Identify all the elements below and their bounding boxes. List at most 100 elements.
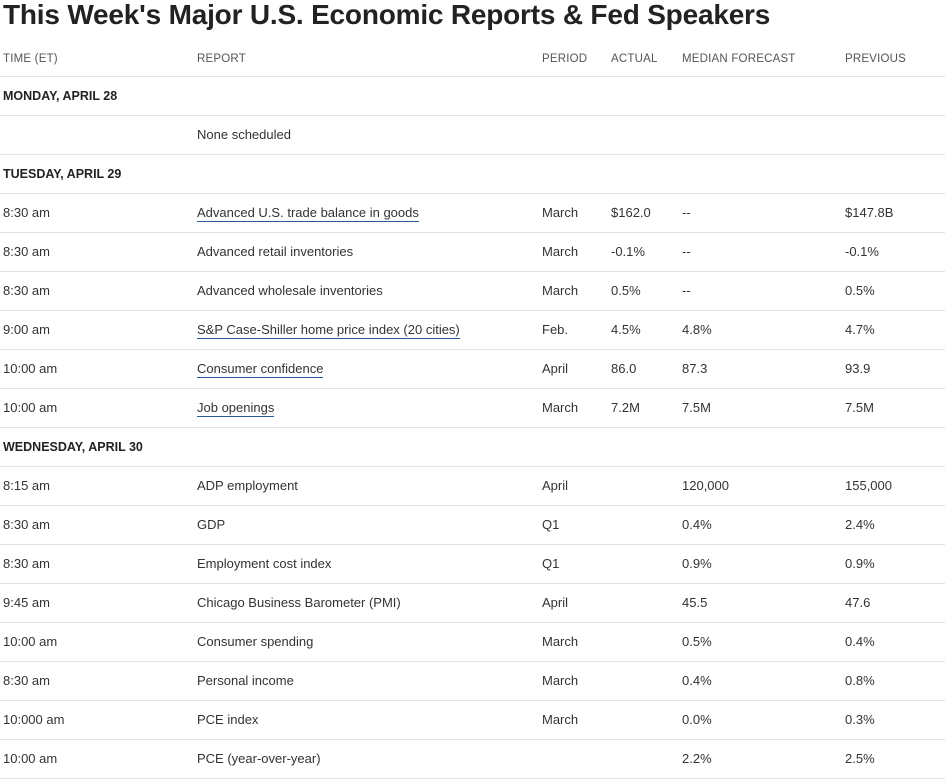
row-report: Consumer confidence bbox=[197, 349, 542, 389]
table-row: 9:00 am S&P Case-Shiller home price index… bbox=[0, 310, 945, 350]
table-row: 9:45 am Chicago Business Barometer (PMI) A… bbox=[0, 583, 945, 623]
row-previous: 0.4% bbox=[845, 622, 945, 662]
row-previous: 2.4% bbox=[845, 505, 945, 545]
row-period: March bbox=[542, 271, 611, 311]
row-report: Advanced retail inventories bbox=[197, 232, 542, 272]
row-period bbox=[542, 115, 611, 155]
table-row: 10:00 am Job openings March 7.2M 7.5M 7.5M bbox=[0, 388, 945, 428]
row-median-forecast: 0.0% bbox=[682, 700, 845, 740]
table-header-row: TIME (ET) REPORT PERIOD ACTUAL MEDIAN FO… bbox=[0, 42, 945, 77]
row-time: 10:00 am bbox=[0, 388, 197, 428]
row-period: April bbox=[542, 349, 611, 389]
row-median-forecast: 87.3 bbox=[682, 349, 845, 389]
row-previous: 155,000 bbox=[845, 466, 945, 506]
row-actual: $162.0 bbox=[611, 193, 682, 233]
row-actual: -0.1% bbox=[611, 232, 682, 272]
row-period bbox=[542, 739, 611, 779]
day-header-row: WEDNESDAY, APRIL 30 bbox=[0, 427, 945, 467]
row-report: S&P Case-Shiller home price index (20 ci… bbox=[197, 310, 542, 350]
row-actual bbox=[611, 622, 682, 662]
table-row: 10:000 am PCE index March 0.0% 0.3% bbox=[0, 700, 945, 740]
row-report: Chicago Business Barometer (PMI) bbox=[197, 583, 542, 623]
row-time: 8:30 am bbox=[0, 232, 197, 272]
row-actual bbox=[611, 661, 682, 701]
row-report: Advanced U.S. trade balance in goods bbox=[197, 193, 542, 233]
row-median-forecast: 45.5 bbox=[682, 583, 845, 623]
row-median-forecast: 0.5% bbox=[682, 622, 845, 662]
report-link[interactable]: Advanced U.S. trade balance in goods bbox=[197, 205, 419, 222]
table-body: MONDAY, APRIL 28 None scheduled TUESDAY, A… bbox=[0, 76, 945, 779]
table-row: 10:00 am Consumer confidence April 86.0 87.3… bbox=[0, 349, 945, 389]
header-period: PERIOD bbox=[542, 42, 611, 77]
row-report: Consumer spending bbox=[197, 622, 542, 662]
report-link[interactable]: S&P Case-Shiller home price index (20 ci… bbox=[197, 322, 460, 339]
table-row: 8:30 am GDP Q1 0.4% 2.4% bbox=[0, 505, 945, 545]
row-time: 10:00 am bbox=[0, 739, 197, 779]
row-time: 10:00 am bbox=[0, 622, 197, 662]
day-label: MONDAY, APRIL 28 bbox=[0, 76, 945, 116]
row-report: None scheduled bbox=[197, 115, 542, 155]
table-row: 8:15 am ADP employment April 120,000 155,000 bbox=[0, 466, 945, 506]
report-link[interactable]: Job openings bbox=[197, 400, 275, 417]
row-report: PCE index bbox=[197, 700, 542, 740]
row-median-forecast: -- bbox=[682, 232, 845, 272]
row-previous: $147.8B bbox=[845, 193, 945, 233]
row-previous: 4.7% bbox=[845, 310, 945, 350]
row-period: March bbox=[542, 193, 611, 233]
table-row: 8:30 am Employment cost index Q1 0.9% 0.9% bbox=[0, 544, 945, 584]
row-time: 8:30 am bbox=[0, 271, 197, 311]
header-report: REPORT bbox=[197, 42, 542, 77]
report-link[interactable]: Consumer confidence bbox=[197, 361, 324, 378]
header-previous: PREVIOUS bbox=[845, 42, 945, 77]
row-report: GDP bbox=[197, 505, 542, 545]
row-time: 8:15 am bbox=[0, 466, 197, 506]
row-previous: 7.5M bbox=[845, 388, 945, 428]
table-row: 10:00 am PCE (year-over-year) 2.2% 2.5% bbox=[0, 739, 945, 779]
row-actual bbox=[611, 583, 682, 623]
row-period: April bbox=[542, 583, 611, 623]
row-period: March bbox=[542, 232, 611, 272]
economic-calendar-table: TIME (ET) REPORT PERIOD ACTUAL MEDIAN FO… bbox=[0, 42, 945, 779]
row-time: 9:00 am bbox=[0, 310, 197, 350]
row-period: March bbox=[542, 661, 611, 701]
row-previous: 47.6 bbox=[845, 583, 945, 623]
row-time: 8:30 am bbox=[0, 544, 197, 584]
table-row: 8:30 am Advanced retail inventories March -… bbox=[0, 232, 945, 272]
row-median-forecast: 4.8% bbox=[682, 310, 845, 350]
day-header-row: TUESDAY, APRIL 29 bbox=[0, 154, 945, 194]
row-median-forecast: -- bbox=[682, 193, 845, 233]
row-median-forecast: 0.4% bbox=[682, 661, 845, 701]
row-median-forecast: 0.9% bbox=[682, 544, 845, 584]
header-median-forecast: MEDIAN FORECAST bbox=[682, 42, 845, 77]
row-time: 10:00 am bbox=[0, 349, 197, 389]
row-median-forecast: 0.4% bbox=[682, 505, 845, 545]
row-previous: 0.9% bbox=[845, 544, 945, 584]
row-report: Job openings bbox=[197, 388, 542, 428]
row-median-forecast bbox=[682, 115, 845, 155]
row-actual bbox=[611, 700, 682, 740]
row-report: Employment cost index bbox=[197, 544, 542, 584]
table-row: 10:00 am Consumer spending March 0.5% 0.4% bbox=[0, 622, 945, 662]
table-row: 8:30 am Advanced U.S. trade balance in go… bbox=[0, 193, 945, 233]
row-median-forecast: 7.5M bbox=[682, 388, 845, 428]
row-previous: 2.5% bbox=[845, 739, 945, 779]
row-time: 8:30 am bbox=[0, 661, 197, 701]
row-report: PCE (year-over-year) bbox=[197, 739, 542, 779]
row-time: 10:000 am bbox=[0, 700, 197, 740]
row-actual bbox=[611, 739, 682, 779]
row-previous: 0.5% bbox=[845, 271, 945, 311]
header-time: TIME (ET) bbox=[0, 42, 197, 77]
row-actual: 86.0 bbox=[611, 349, 682, 389]
row-report: Personal income bbox=[197, 661, 542, 701]
row-median-forecast: 2.2% bbox=[682, 739, 845, 779]
row-period: April bbox=[542, 466, 611, 506]
row-period: Feb. bbox=[542, 310, 611, 350]
table-row: None scheduled bbox=[0, 115, 945, 155]
row-previous: 0.3% bbox=[845, 700, 945, 740]
row-previous: 93.9 bbox=[845, 349, 945, 389]
day-header-row: MONDAY, APRIL 28 bbox=[0, 76, 945, 116]
row-previous bbox=[845, 115, 945, 155]
row-median-forecast: 120,000 bbox=[682, 466, 845, 506]
row-actual: 4.5% bbox=[611, 310, 682, 350]
